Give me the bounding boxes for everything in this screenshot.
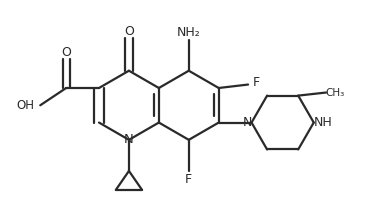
- Text: NH: NH: [313, 116, 332, 129]
- Text: N: N: [124, 133, 134, 146]
- Text: F: F: [253, 76, 260, 89]
- Text: O: O: [124, 25, 134, 38]
- Text: N: N: [242, 116, 252, 129]
- Text: OH: OH: [16, 99, 34, 112]
- Text: F: F: [185, 173, 192, 186]
- Text: NH₂: NH₂: [177, 26, 201, 39]
- Text: CH₃: CH₃: [326, 88, 345, 97]
- Text: O: O: [61, 46, 71, 59]
